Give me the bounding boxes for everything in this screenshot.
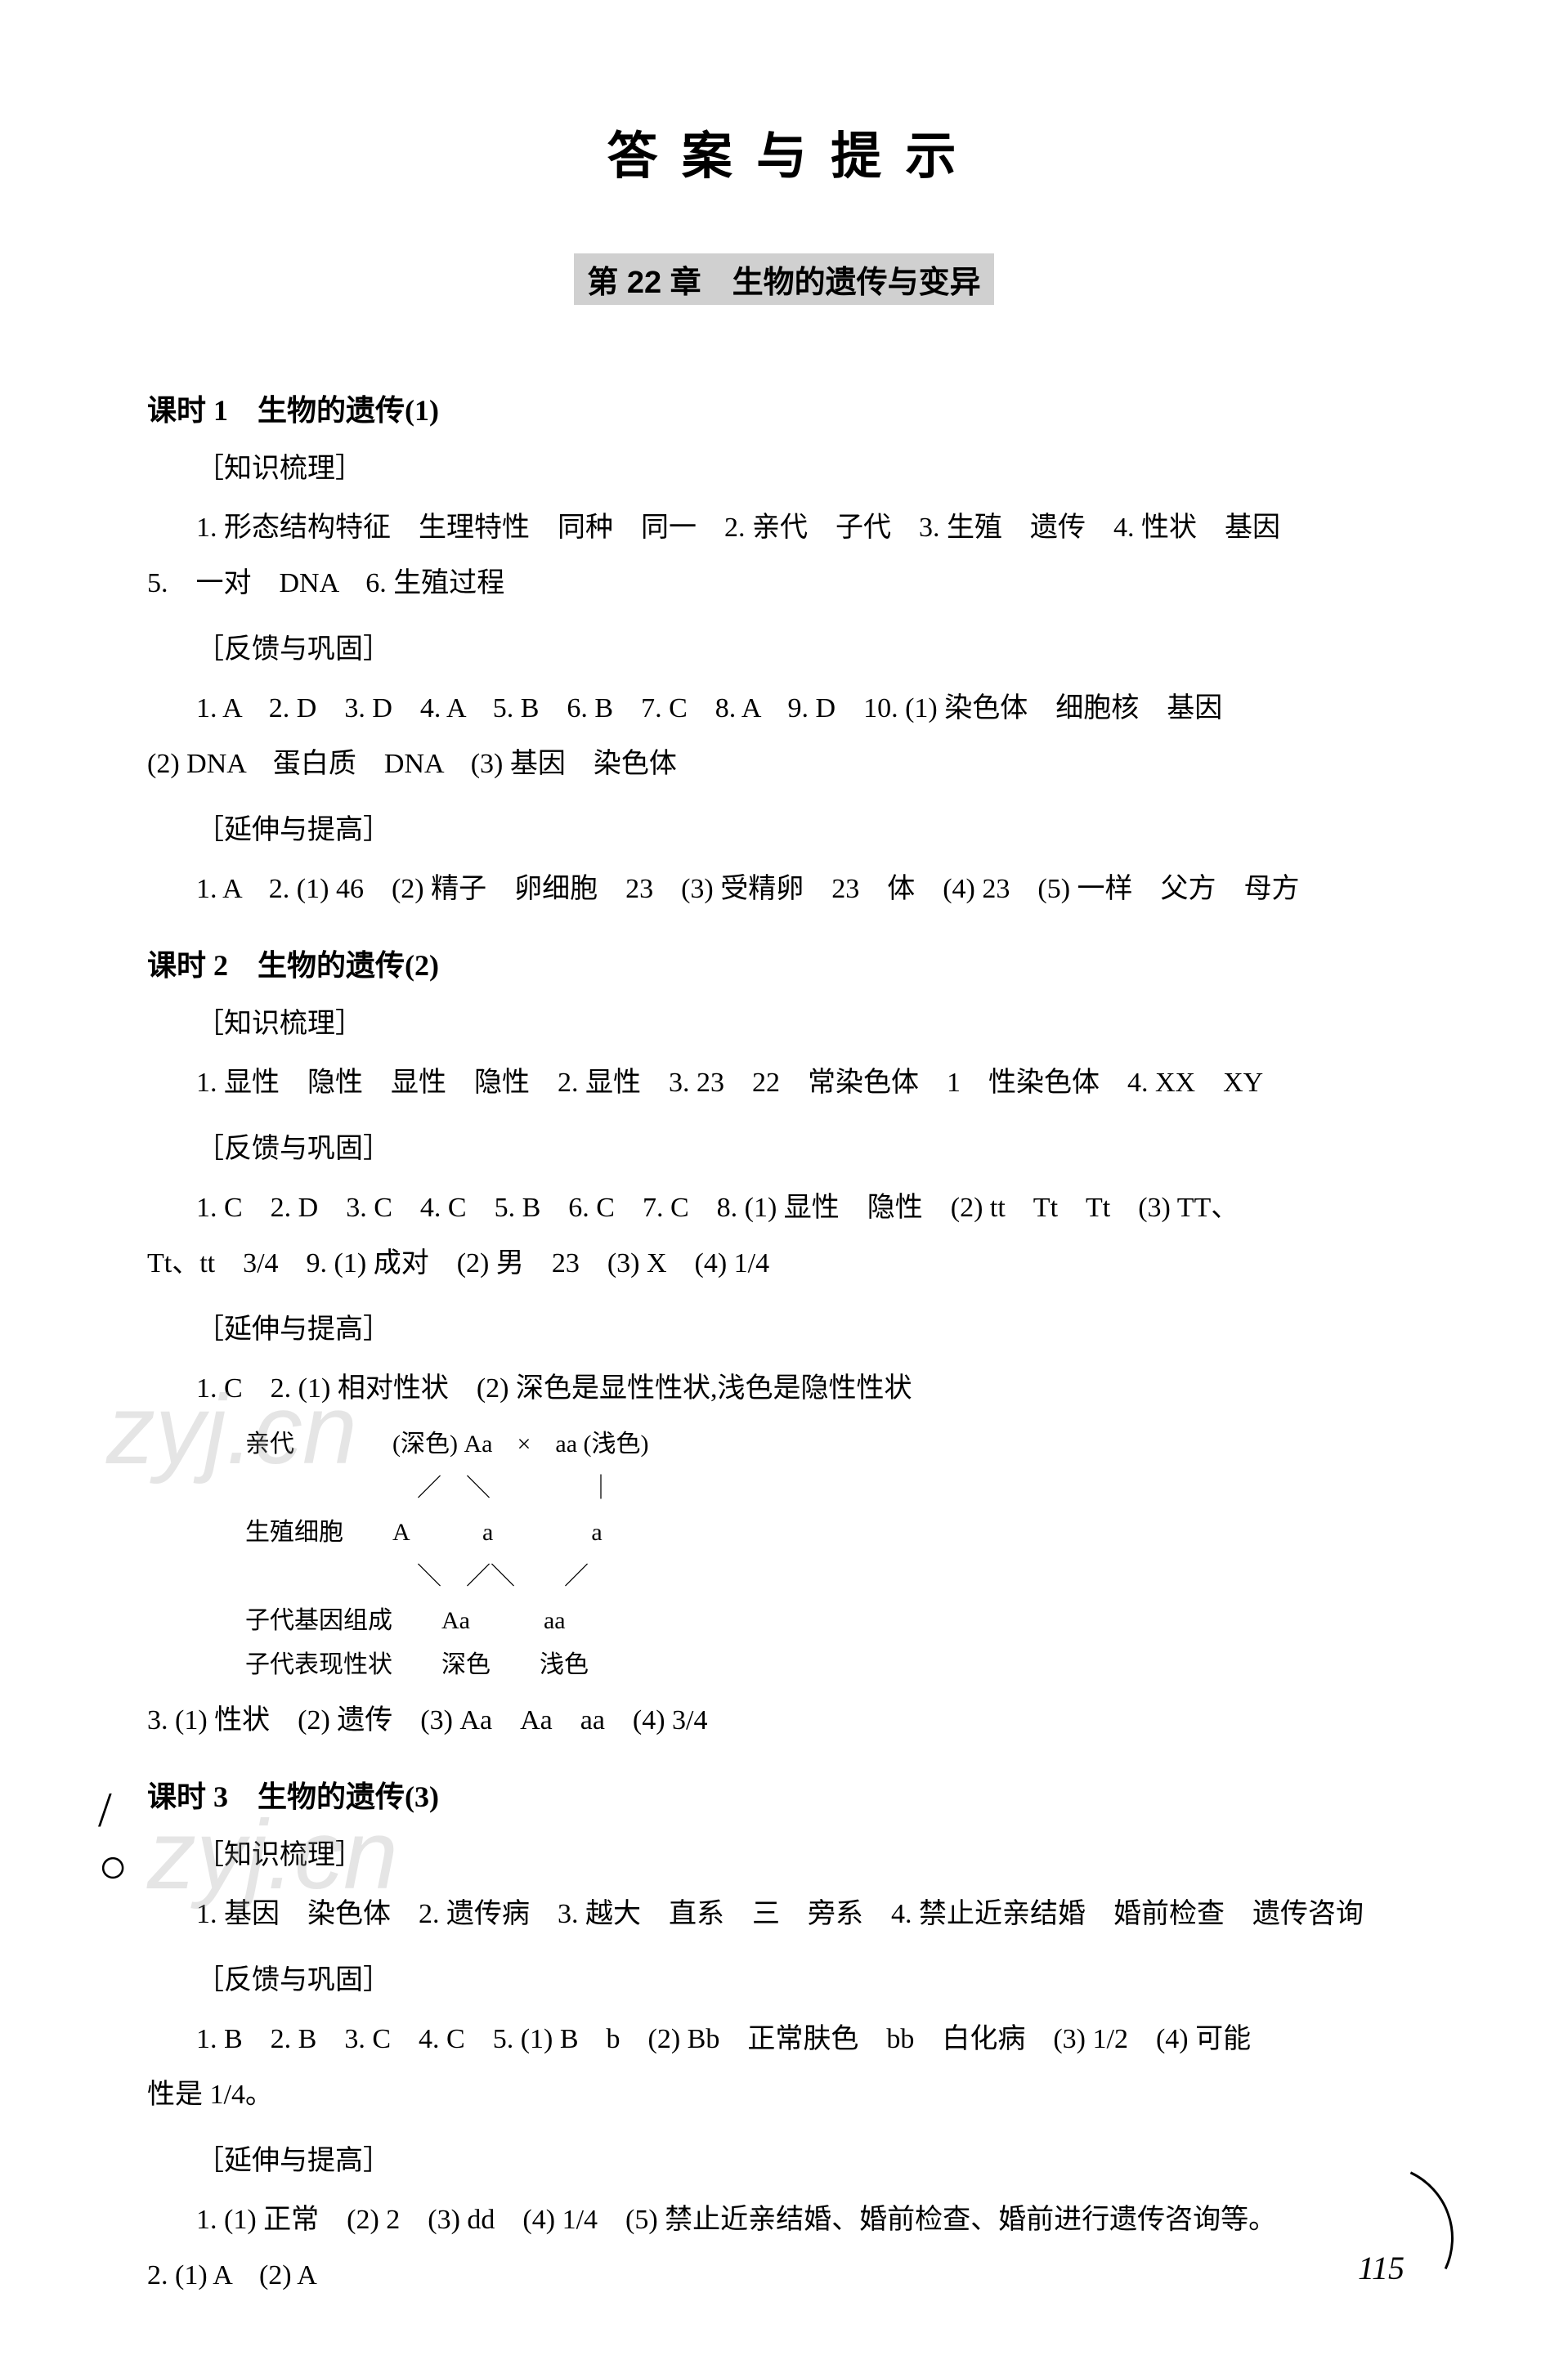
content-line: 1. 基因 染色体 2. 遗传病 3. 越大 直系 三 旁系 4. 禁止近亲结婚… (196, 1887, 1421, 1942)
content-line: 1. C 2. (1) 相对性状 (2) 深色是显性性状,浅色是隐性性状 (196, 1361, 1421, 1417)
genetics-diagram: 亲代 (深色) Aa × aa (浅色) ／ ＼ ｜ 生殖细胞 A a a ＼ … (245, 1425, 1421, 1685)
content-line: (2) DNA 蛋白质 DNA (3) 基因 染色体 (147, 737, 1421, 792)
diagram-row: 子代表现性状 深色 浅色 (245, 1646, 1421, 1685)
slash-mark: / ○ (98, 1782, 128, 1895)
content-line: 1. 显性 隐性 显性 隐性 2. 显性 3. 23 22 常染色体 1 性染色… (196, 1055, 1421, 1111)
content-line: Tt、tt 3/4 9. (1) 成对 (2) 男 23 (3) X (4) 1… (147, 1236, 1421, 1292)
section-label: ［知识梳理］ (196, 1832, 1421, 1872)
content-line: 2. (1) A (2) A (147, 2248, 1421, 2304)
section-label: ［延伸与提高］ (196, 2138, 1421, 2178)
lesson-title-3: 课时 3 生物的遗传(3) (147, 1773, 1421, 1816)
diagram-row: ＼ ／＼ ／ (245, 1557, 1421, 1596)
content-line: 1. B 2. B 3. C 4. C 5. (1) B b (2) Bb 正常… (196, 2012, 1421, 2067)
lesson-title-1: 课时 1 生物的遗传(1) (147, 387, 1421, 429)
content-line: 1. A 2. D 3. D 4. A 5. B 6. B 7. C 8. A … (196, 681, 1421, 737)
content-line: 1. 形态结构特征 生理特性 同种 同一 2. 亲代 子代 3. 生殖 遗传 4… (196, 500, 1421, 556)
diagram-row: 亲代 (深色) Aa × aa (浅色) (245, 1425, 1421, 1464)
section-label: ［知识梳理］ (196, 446, 1421, 486)
page-title: 答 案 与 提 示 (147, 114, 1421, 188)
diagram-row: 子代基因组成 Aa aa (245, 1601, 1421, 1641)
content-line: 1. (1) 正常 (2) 2 (3) dd (4) 1/4 (5) 禁止近亲结… (196, 2192, 1421, 2248)
section-label: ［延伸与提高］ (196, 807, 1421, 847)
content-line: 5. 一对 DNA 6. 生殖过程 (147, 556, 1421, 611)
content-line: 3. (1) 性状 (2) 遗传 (3) Aa Aa aa (4) 3/4 (147, 1693, 1421, 1749)
content-line: 1. C 2. D 3. C 4. C 5. B 6. C 7. C 8. (1… (196, 1180, 1421, 1236)
lesson-title-2: 课时 2 生物的遗传(2) (147, 942, 1421, 984)
section-label: ［知识梳理］ (196, 1001, 1421, 1041)
section-label: ［反馈与巩固］ (196, 1126, 1421, 1166)
chapter-wrapper: 第 22 章 生物的遗传与变异 (147, 253, 1421, 346)
content-line: 1. A 2. (1) 46 (2) 精子 卵细胞 23 (3) 受精卵 23 … (196, 862, 1421, 917)
content-line: 性是 1/4。 (147, 2067, 1421, 2123)
diagram-row: ／ ＼ ｜ (245, 1469, 1421, 1508)
section-label: ［延伸与提高］ (196, 1306, 1421, 1346)
section-label: ［反馈与巩固］ (196, 1957, 1421, 1997)
diagram-row: 生殖细胞 A a a (245, 1513, 1421, 1552)
page-number: 115 (1358, 2249, 1404, 2287)
section-label: ［反馈与巩固］ (196, 626, 1421, 666)
chapter-title: 第 22 章 生物的遗传与变异 (574, 253, 993, 305)
